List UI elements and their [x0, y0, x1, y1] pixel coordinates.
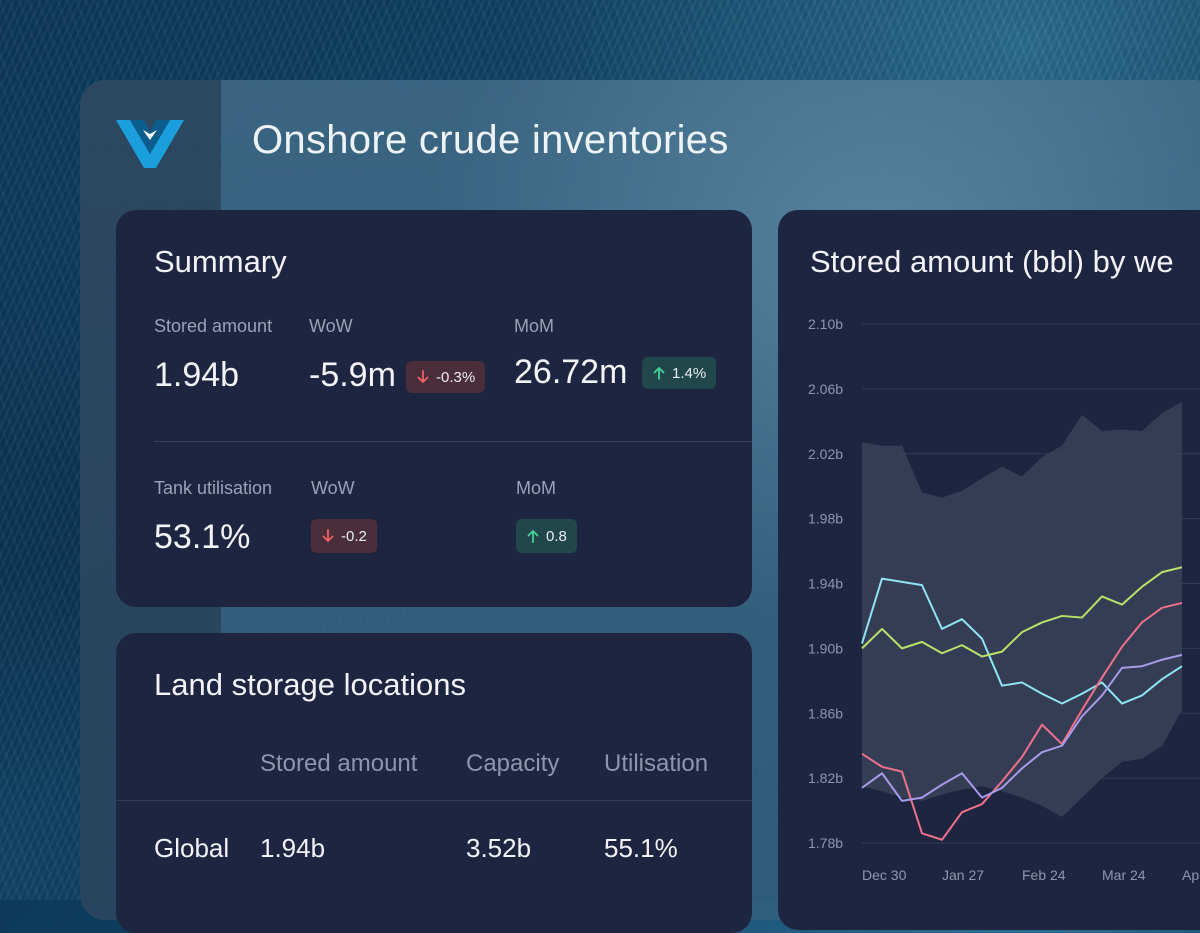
summary-title: Summary — [154, 244, 287, 279]
tank-mom-badge-text: 0.8 — [546, 527, 567, 545]
stored-wow-badge-text: -0.3% — [436, 368, 476, 386]
page-title: Onshore crude inventories — [252, 118, 729, 162]
chart-title: Stored amount (bbl) by we — [810, 244, 1174, 279]
column-header-stored[interactable]: Stored amount — [260, 750, 418, 777]
arrow-down-icon — [417, 370, 429, 383]
row-location-name: Global — [154, 833, 230, 863]
y-tick-label: 1.82b — [808, 770, 843, 786]
row-capacity: 3.52b — [466, 833, 532, 863]
stored-mom-value: 26.72m — [514, 353, 628, 391]
column-header-capacity[interactable]: Capacity — [466, 750, 560, 777]
y-tick-label: 1.90b — [808, 640, 843, 656]
column-header-utilisation[interactable]: Utilisation — [604, 750, 709, 777]
tank-utilisation-label: Tank utilisation — [154, 478, 273, 498]
range-band-area — [862, 401, 1182, 818]
stored-amount-label: Stored amount — [154, 316, 273, 336]
arrow-up-icon — [527, 530, 539, 543]
stored-amount-chart[interactable]: 2.10b 2.06b 2.02b 1.98b 1.94b 1.90b 1.86b 1.82b… — [778, 210, 1200, 930]
tank-utilisation-value: 53.1% — [154, 518, 251, 556]
stored-amount-value: 1.94b — [154, 356, 240, 394]
tank-wow-badge: -0.2 — [311, 519, 377, 553]
x-tick-label: Mar 24 — [1102, 867, 1146, 883]
row-stored-amount: 1.94b — [260, 833, 326, 863]
stored-mom-label: MoM — [514, 316, 554, 336]
series-line-purple — [861, 653, 1183, 802]
tank-mom-badge: 0.8 — [516, 519, 577, 553]
table-header-divider — [116, 800, 752, 801]
y-tick-label: 2.10b — [808, 316, 843, 332]
tank-mom-label: MoM — [516, 478, 556, 498]
series-line-pink — [861, 601, 1183, 841]
y-tick-label: 2.06b — [808, 381, 843, 397]
x-tick-label: Dec 30 — [862, 867, 907, 883]
stored-wow-value: -5.9m — [309, 356, 396, 394]
row-utilisation: 55.1% — [604, 833, 678, 863]
arrow-up-icon — [653, 367, 665, 380]
stored-mom-badge: 1.4% — [642, 357, 717, 389]
summary-divider — [154, 441, 752, 442]
x-tick-label: Jan 27 — [942, 867, 984, 883]
chart-card: Stored amount (bbl) by we 2.10b 2.06b 2.02… — [778, 210, 1200, 930]
locations-title: Land storage locations — [154, 667, 466, 702]
y-tick-label: 1.86b — [808, 705, 843, 721]
stored-mom-badge-text: 1.4% — [672, 364, 707, 382]
brand-logo-icon[interactable] — [116, 118, 184, 168]
y-tick-label: 1.94b — [808, 576, 843, 592]
series-line-cyan — [861, 577, 1183, 705]
series-line-green — [861, 566, 1183, 658]
arrow-down-icon — [322, 529, 334, 542]
y-tick-label: 1.78b — [808, 835, 843, 851]
x-tick-label: Ap — [1182, 867, 1199, 883]
tank-wow-label: WoW — [311, 478, 355, 498]
stored-wow-label: WoW — [309, 316, 353, 336]
stored-wow-badge: -0.3% — [406, 361, 486, 393]
y-tick-label: 2.02b — [808, 446, 843, 462]
y-tick-label: 1.98b — [808, 511, 843, 527]
locations-card: Land storage locations Stored amount Cap… — [116, 633, 752, 933]
summary-card: Summary Stored amount 1.94b WoW -5.9m -0… — [116, 210, 752, 607]
x-tick-label: Feb 24 — [1022, 867, 1066, 883]
tank-wow-badge-text: -0.2 — [341, 527, 367, 545]
